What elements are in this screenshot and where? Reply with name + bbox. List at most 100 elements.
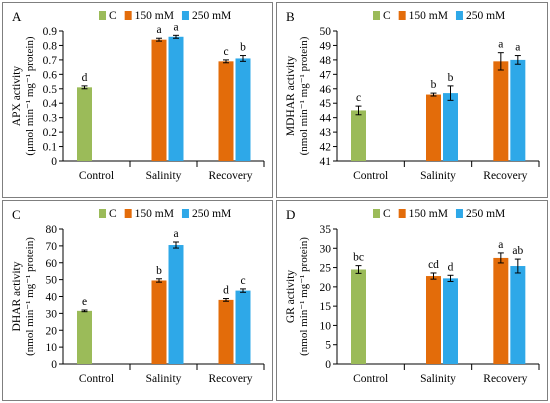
x-category-label: Salinity — [420, 170, 456, 182]
significance-letter: b — [240, 42, 246, 54]
bar — [168, 245, 184, 364]
legend: C 150 mM 250 mM — [373, 10, 505, 22]
bar — [235, 290, 251, 364]
legend-swatch — [455, 209, 463, 218]
chart-svg: A C 150 mM 250 mM 0 0.1 0.2 0.3 0.4 0.5 0.6 0.7 0.8 0… — [11, 9, 265, 182]
legend-swatch — [99, 209, 106, 218]
bar — [443, 93, 458, 161]
y-tick-label: 42 — [320, 142, 332, 154]
x-category-label: Recovery — [483, 170, 527, 182]
y-tick-label: 0.2 — [43, 127, 58, 139]
y-tick-label: 0.5 — [43, 84, 58, 96]
significance-letter: a — [173, 21, 178, 33]
chart-svg: C C 150 mM 250 mM 0 10 20 30 40 50 60 70 80 DHAR acti… — [11, 207, 265, 385]
y-tick-label: 10 — [46, 342, 58, 354]
y-axis-title: MDHAR activity — [285, 56, 297, 136]
significance-letter: b — [448, 72, 454, 84]
x-category-label: Control — [79, 170, 114, 182]
bar — [218, 61, 234, 162]
legend-label: 250 mM — [466, 208, 505, 220]
bar — [168, 36, 184, 161]
apx-panel: A C 150 mM 250 mM 0 0.1 0.2 0.3 0.4 0.5 0.6 0.7 0.8 0… — [2, 2, 273, 198]
y-tick-label: 48 — [320, 55, 332, 67]
significance-letter: b — [156, 265, 162, 277]
bar — [77, 87, 92, 161]
y-tick-label: 5 — [325, 340, 331, 352]
significance-letter: e — [82, 296, 87, 308]
y-tick-label: 50 — [320, 26, 332, 38]
y-tick-label: 46 — [320, 84, 332, 96]
chart-svg: B C 150 mM 250 mM 41 42 43 44 45 46 47 48 49 50 MDHAR … — [285, 9, 540, 182]
y-tick-label: 0.6 — [43, 69, 58, 81]
significance-letter: ab — [512, 245, 523, 257]
significance-letter: bc — [353, 252, 364, 264]
legend-label: 150 mM — [409, 10, 448, 22]
y-tick-label: 45 — [320, 98, 332, 110]
legend: C 150 mM 250 mM — [99, 10, 231, 22]
x-category-label: Salinity — [146, 373, 182, 385]
bar — [351, 110, 366, 161]
y-tick-label: 30 — [320, 243, 332, 255]
legend-swatch — [181, 209, 189, 218]
legend-swatch — [124, 11, 132, 20]
significance-letter: c — [356, 92, 361, 104]
y-tick-label: 49 — [320, 40, 332, 52]
y-tick-label: 41 — [320, 156, 332, 168]
dhar-panel: C C 150 mM 250 mM 0 10 20 30 40 50 60 70 80 DHAR acti… — [2, 200, 273, 401]
legend-swatch — [373, 209, 380, 218]
panel-letter: D — [286, 207, 295, 222]
y-axis-title: DHAR activity — [11, 261, 23, 331]
significance-letter: a — [498, 39, 503, 51]
legend: C 150 mM 250 mM — [99, 208, 231, 220]
panel-letter: B — [286, 9, 295, 24]
y-tick-label: 0 — [51, 156, 57, 168]
significance-letter: d — [82, 72, 88, 84]
bar — [235, 58, 251, 161]
y-axis-units: (nmol min⁻¹ mg⁻¹ protein) — [298, 237, 310, 356]
y-tick-label: 0.8 — [43, 40, 58, 52]
legend-label: C — [383, 10, 391, 22]
y-tick-label: 0 — [325, 359, 331, 371]
y-tick-label: 0.9 — [43, 26, 58, 38]
legend-swatch — [398, 11, 406, 20]
y-tick-label: 20 — [46, 325, 58, 337]
x-category-label: Salinity — [146, 170, 182, 182]
x-category-label: Recovery — [208, 373, 252, 385]
x-category-label: Control — [79, 373, 114, 385]
significance-letter: c — [223, 46, 228, 58]
y-tick-label: 80 — [46, 224, 58, 236]
significance-letter: d — [223, 285, 229, 297]
legend-swatch — [398, 209, 406, 218]
bar — [426, 94, 441, 161]
bar — [443, 278, 458, 364]
x-category-label: Control — [353, 170, 388, 182]
significance-letter: d — [448, 261, 454, 273]
significance-letter: cd — [428, 259, 439, 271]
y-tick-label: 20 — [320, 282, 332, 294]
bar — [493, 257, 509, 364]
legend-label: 250 mM — [192, 208, 231, 220]
x-category-label: Recovery — [208, 170, 252, 182]
x-category-label: Salinity — [420, 373, 456, 385]
legend-swatch — [455, 11, 463, 20]
y-tick-label: 44 — [320, 113, 332, 125]
y-tick-label: 70 — [46, 241, 58, 253]
significance-letter: c — [240, 275, 245, 287]
chart-svg: D C 150 mM 250 mM 0 5 10 15 20 25 30 35 GR activity(… — [285, 207, 540, 385]
y-tick-label: 47 — [320, 69, 332, 81]
y-tick-label: 35 — [320, 224, 332, 236]
bar — [510, 266, 526, 364]
bar — [151, 39, 167, 161]
bar — [151, 280, 167, 364]
bar — [426, 276, 441, 364]
y-axis-title: APX activity — [11, 66, 23, 127]
y-tick-label: 25 — [320, 263, 332, 275]
y-tick-label: 60 — [46, 258, 58, 270]
legend-label: 150 mM — [135, 208, 174, 220]
gr-panel: D C 150 mM 250 mM 0 5 10 15 20 25 30 35 GR activity(… — [276, 200, 548, 401]
y-tick-label: 0.3 — [43, 113, 58, 125]
significance-letter: a — [515, 42, 520, 54]
legend-swatch — [373, 11, 380, 20]
y-tick-label: 43 — [320, 127, 332, 139]
panel-letter: C — [12, 207, 21, 222]
